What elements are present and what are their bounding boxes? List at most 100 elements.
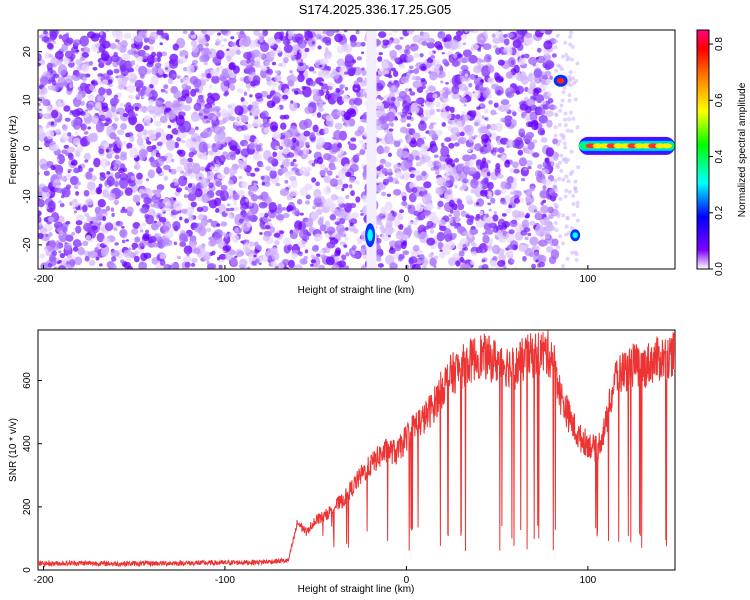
spectrogram-cell [456, 198, 462, 205]
spectrogram-cell [107, 193, 116, 201]
spectrogram-cell [99, 60, 104, 66]
spectrogram-cell [88, 60, 94, 66]
spectrogram-cell [72, 109, 79, 115]
spectrogram-cell [486, 191, 493, 197]
spectrogram-cell [203, 106, 211, 114]
carrier-peak [662, 143, 672, 149]
spectrogram-cell [179, 125, 186, 134]
spectrogram-cell [547, 91, 552, 97]
spectrogram-cell [100, 247, 109, 258]
spectrogram-cell [293, 33, 297, 38]
spectrogram-cell [349, 184, 353, 189]
spectrogram-cell [183, 245, 193, 255]
spectrogram-cell [183, 66, 188, 72]
spectrogram-cell [275, 213, 285, 221]
spectrogram-cell [58, 259, 62, 263]
spectrogram-cell [482, 90, 489, 98]
spectrogram-cell [123, 208, 128, 214]
spectrogram-feature-core [572, 232, 578, 239]
spectrogram-cell [249, 214, 258, 223]
spectrogram-cell [395, 170, 403, 179]
spectrogram-cell [71, 53, 76, 60]
spectrogram-cell [80, 46, 91, 54]
spectrogram-cell [408, 65, 414, 70]
spectrogram-cell [208, 84, 213, 90]
spectrogram-cell [141, 222, 147, 227]
spectrogram-cell [345, 53, 353, 62]
spectrogram-cell [68, 83, 73, 89]
spectrogram-cell [533, 69, 543, 79]
spectrogram-cell [442, 91, 449, 99]
spectrogram-cell [476, 59, 482, 65]
spectrogram-cell [319, 249, 324, 254]
spectrogram-cell [457, 136, 467, 144]
spectrogram-cell [389, 261, 397, 269]
spectrogram-cell [355, 30, 360, 35]
spectrogram-cell [336, 110, 345, 116]
spectrogram-cell [574, 252, 579, 257]
spectrogram-cell [211, 75, 220, 84]
spectrogram-cell [271, 61, 277, 66]
spectrogram-cell [206, 120, 211, 124]
spectrogram-cell [568, 42, 573, 47]
spectrogram-cell [117, 84, 125, 90]
spectrogram-cell [245, 64, 254, 75]
spectrogram-cell [262, 30, 268, 37]
spectrogram-cell [203, 115, 208, 119]
spectrogram-cell [161, 207, 166, 213]
spectrogram-cell [441, 163, 447, 171]
spectrogram-x-label: Height of straight line (km) [298, 285, 415, 296]
spectrogram-cell [572, 213, 577, 218]
colorbar-tick-label: 0.2 [714, 205, 725, 219]
spectrogram-cell [507, 176, 514, 184]
spectrogram-cell [512, 111, 517, 117]
spectrogram-cell [437, 232, 444, 240]
spectrogram-cell [539, 189, 549, 199]
spectrogram-cell [354, 87, 358, 90]
spectrogram-cell [120, 259, 125, 264]
spectrogram-cell [189, 75, 199, 85]
spectrogram-cell [58, 34, 63, 40]
spectrogram-cell [355, 180, 361, 185]
spectrogram-cell [149, 89, 158, 100]
spectrogram-cell [38, 215, 42, 224]
spectrogram-cell [228, 196, 232, 199]
snr-y-label: SNR (10 * v/v) [8, 418, 19, 482]
spectrogram-cell [518, 56, 526, 66]
spectrogram-cell [561, 157, 566, 162]
colorbar-tick-label: 0.8 [714, 37, 725, 51]
spectrogram-cell [354, 41, 363, 48]
spectrogram-cell [203, 128, 213, 138]
spectrogram-cell [278, 145, 284, 150]
spectrogram-cell [258, 201, 268, 209]
spectrogram-cell [453, 224, 459, 230]
spectrogram-cell [533, 209, 538, 213]
spectrogram-cell [321, 171, 326, 177]
spectrogram-cell [290, 73, 295, 77]
spectrogram-cell [225, 252, 233, 261]
spectrogram-cell [216, 223, 221, 227]
spectrogram-cell [102, 215, 107, 222]
spectrogram-cell [524, 32, 533, 39]
spectrogram-cell [486, 159, 491, 164]
spectrogram-cell [525, 159, 533, 167]
spectrogram-cell [332, 166, 337, 171]
spectrogram-cell [135, 94, 141, 101]
snr-x-ticks: -200 -100 0 100 [33, 566, 597, 586]
spectrogram-cell [83, 152, 91, 161]
spectrogram-cell [134, 123, 144, 133]
spectrogram-feature-core [556, 77, 565, 84]
spectrogram-cell [524, 236, 529, 241]
spectrogram-cell [288, 259, 295, 269]
spectrogram-cell [57, 99, 66, 108]
spectrogram-cell [406, 30, 415, 35]
spectrogram-cell [570, 57, 575, 62]
spectrogram-cell [282, 40, 287, 45]
spectrogram-cell [410, 69, 415, 74]
spectrogram-cell [476, 81, 484, 91]
spectrogram-cell [517, 244, 527, 252]
spectrogram-cell [178, 175, 188, 187]
spectrogram-cell [292, 36, 300, 43]
spectrogram-cell [470, 145, 475, 151]
spectrogram-cell [213, 105, 221, 112]
